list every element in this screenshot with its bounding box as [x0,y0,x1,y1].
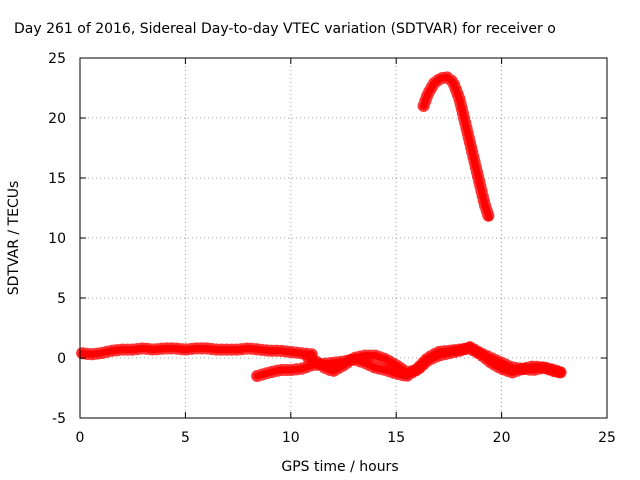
x-axis-title: GPS time / hours [281,459,398,475]
series-markers-arc-3 [301,341,567,379]
x-tick-label: 0 [76,430,85,446]
y-tick-label: 15 [48,171,66,187]
x-tick-label: 15 [387,430,405,446]
data-series [76,71,567,382]
y-tick-label: 0 [57,351,66,367]
axis-ticks: 0 5 10 15 20 25 -5 0 5 10 15 20 25 [48,51,616,446]
y-axis-title: SDTVAR / TECUs [6,181,22,296]
x-tick-label: 25 [598,430,616,446]
series-markers-arc-1 [76,342,318,361]
y-tick-label: 25 [48,51,66,67]
y-tick-label: 10 [48,231,66,247]
y-tick-label: -5 [52,411,66,427]
x-tick-label: 5 [181,430,190,446]
x-tick-label: 20 [493,430,511,446]
y-tick-label: 5 [57,291,66,307]
y-tick-label: 20 [48,111,66,127]
chart-title: Day 261 of 2016, Sidereal Day-to-day VTE… [14,21,556,37]
x-tick-label: 10 [282,430,300,446]
series-markers-arc-4 [417,71,495,224]
